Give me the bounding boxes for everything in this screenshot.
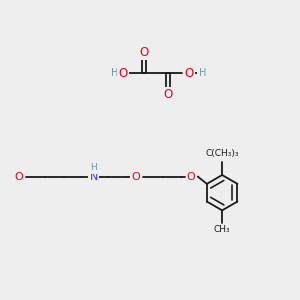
Text: O: O [184,67,194,80]
Text: O: O [118,67,128,80]
Text: C(CH₃)₃: C(CH₃)₃ [206,149,239,158]
Text: CH₃: CH₃ [214,225,230,234]
Text: O: O [132,172,140,182]
Text: H: H [90,163,97,172]
Text: O: O [187,172,196,182]
Text: O: O [163,88,172,101]
Text: H: H [199,68,206,78]
Text: O: O [140,46,149,59]
Text: N: N [90,172,98,182]
Text: H: H [111,68,118,78]
Text: O: O [15,172,23,182]
